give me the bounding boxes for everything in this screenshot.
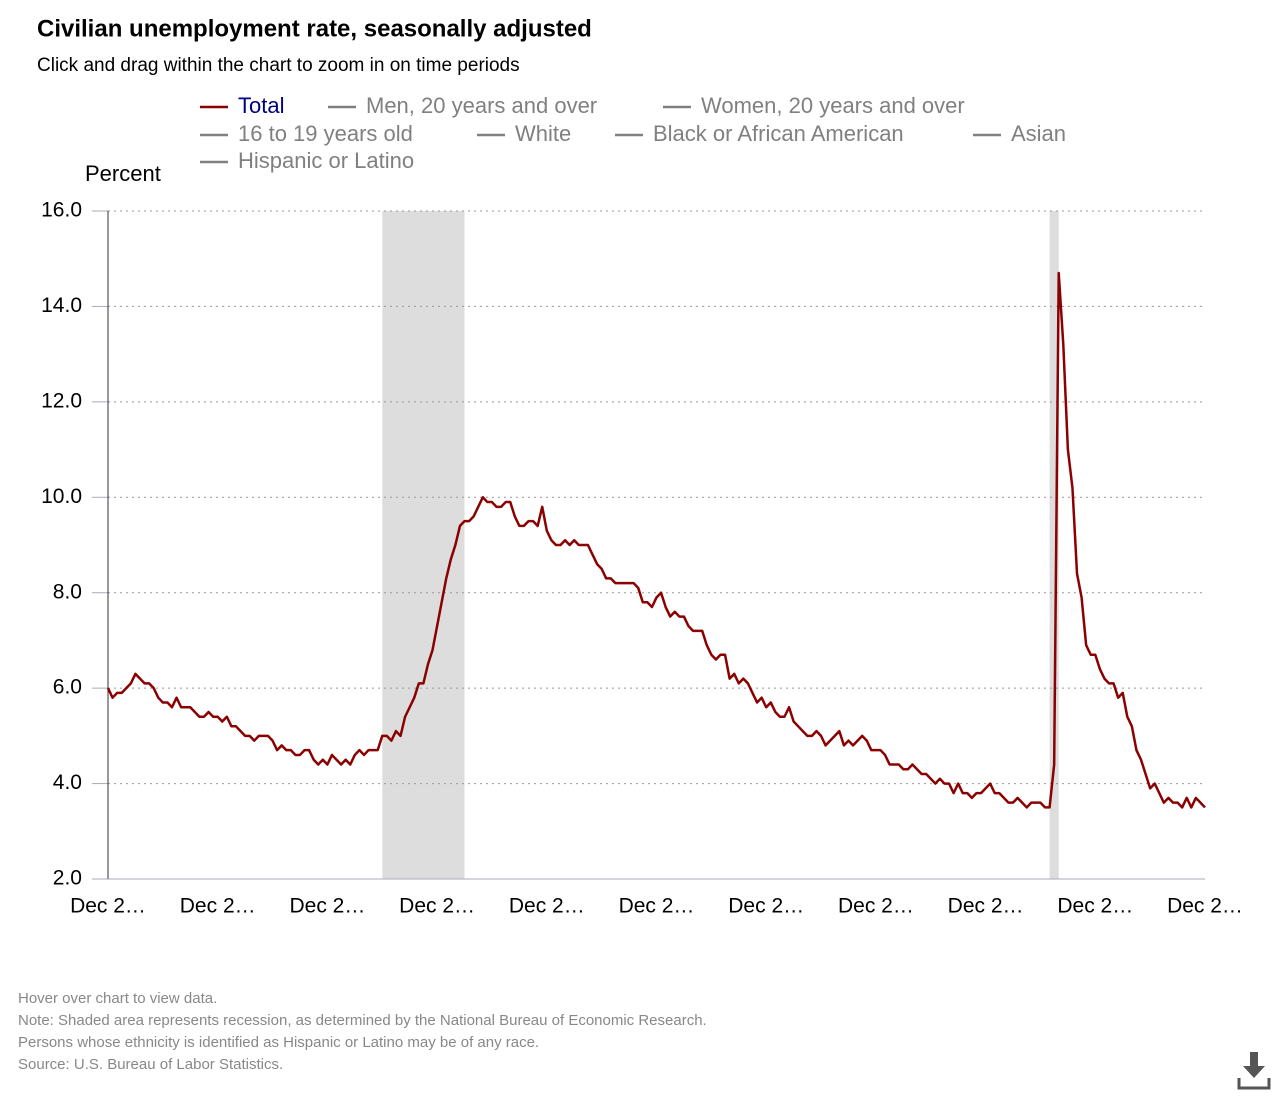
recession-shade [382,211,465,879]
y-tick-label: 12.0 [41,389,82,412]
y-axis-label: Percent [85,161,161,186]
data-line [106,271,1206,809]
x-tick-label: Dec 2… [619,895,695,918]
legend-label: Men, 20 years and over [366,93,597,118]
legend-item[interactable]: White [477,121,571,146]
legend-item[interactable]: Hispanic or Latino [200,148,414,173]
x-tick-label: Dec 2… [399,895,475,918]
x-tick-label: Dec 2… [509,895,585,918]
recession-shade [1049,211,1059,879]
legend-label: Asian [1011,121,1066,146]
x-tick-label: Dec 2… [289,895,365,918]
x-tick-label: Dec 2… [838,895,914,918]
x-tick-label: Dec 2… [1167,895,1243,918]
x-tick-label: Dec 2… [70,895,146,918]
legend-label: White [515,121,571,146]
y-tick-label: 6.0 [53,676,82,699]
chart-title: Civilian unemployment rate, seasonally a… [37,15,592,42]
download-icon[interactable] [1237,1052,1271,1090]
legend-item[interactable]: Men, 20 years and over [328,93,597,118]
x-tick-label: Dec 2… [728,895,804,918]
x-tick-label: Dec 2… [948,895,1024,918]
legend-item[interactable]: Women, 20 years and over [663,93,965,118]
y-tick-label: 16.0 [41,199,82,222]
y-tick-label: 10.0 [41,485,82,508]
legend-item[interactable]: Black or African American [615,121,904,146]
chart-subtitle: Click and drag within the chart to zoom … [37,55,520,76]
legend-item[interactable]: Total [200,93,284,118]
legend-item[interactable]: Asian [973,121,1066,146]
x-tick-label: Dec 2… [1057,895,1133,918]
footnote: Persons whose ethnicity is identified as… [18,1034,539,1051]
legend-label: 16 to 19 years old [238,121,413,146]
y-tick-label: 2.0 [53,867,82,890]
legend-label: Total [238,93,284,118]
legend-label: Black or African American [653,121,904,146]
footnote: Source: U.S. Bureau of Labor Statistics. [18,1056,283,1073]
legend-label: Hispanic or Latino [238,148,414,173]
x-tick-label: Dec 2… [180,895,256,918]
footnote: Hover over chart to view data. [18,990,217,1007]
y-tick-label: 14.0 [41,294,82,317]
y-tick-label: 8.0 [53,580,82,603]
legend-item[interactable]: 16 to 19 years old [200,121,413,146]
footnote: Note: Shaded area represents recession, … [18,1012,707,1029]
legend-label: Women, 20 years and over [701,93,965,118]
y-tick-label: 4.0 [53,771,82,794]
